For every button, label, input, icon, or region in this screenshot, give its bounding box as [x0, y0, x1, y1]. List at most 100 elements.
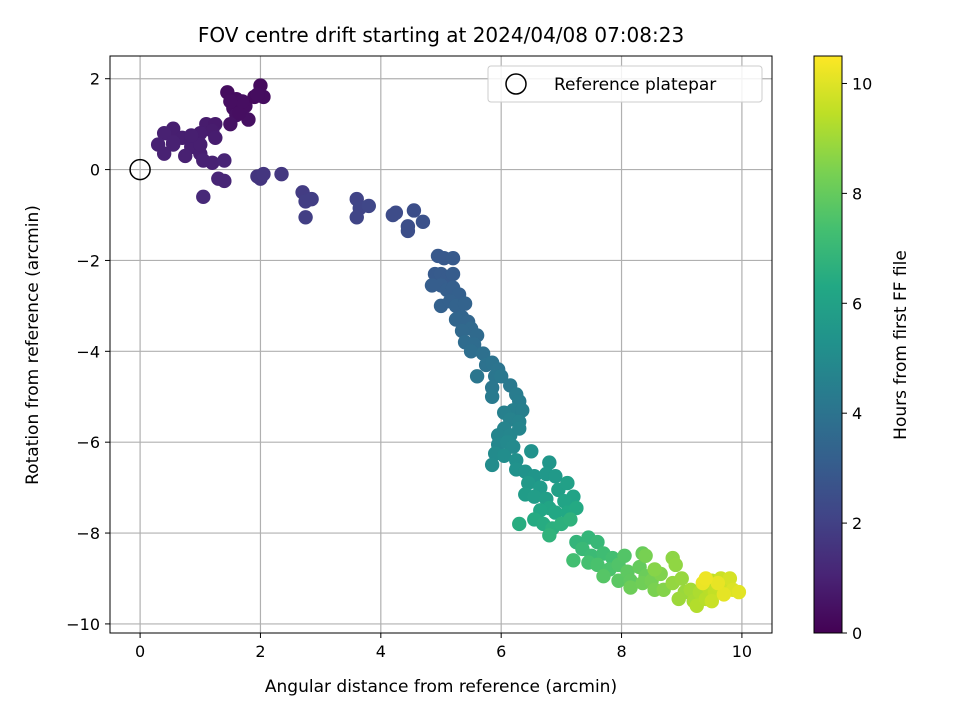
data-point [596, 569, 611, 584]
data-point [590, 534, 605, 550]
data-point [674, 571, 689, 586]
legend-reference-marker [505, 73, 527, 95]
data-point [617, 548, 632, 563]
data-point [223, 116, 238, 132]
data-point [560, 475, 575, 491]
legend-label: Reference platepar [554, 75, 716, 95]
y-tick-label: −6 [76, 433, 100, 452]
data-point [250, 87, 265, 102]
chart-title: FOV centre drift starting at 2024/04/08 … [198, 23, 684, 47]
scatter-points [150, 78, 747, 613]
data-point [484, 457, 500, 473]
colorbar-ticks: 0 2 4 6 8 10 [842, 74, 872, 643]
y-tick-label: −8 [76, 524, 100, 543]
y-tick-label: −4 [76, 342, 100, 361]
data-point [274, 166, 289, 182]
legend: Reference platepar [487, 65, 763, 103]
data-point [527, 489, 542, 504]
data-point [475, 346, 491, 361]
data-point [638, 548, 653, 563]
reference-platepar-marker [129, 158, 151, 181]
y-tick-label: 2 [90, 70, 100, 89]
colorbar-tick-label: 8 [852, 184, 862, 203]
data-point [349, 210, 364, 225]
legend-box [487, 65, 763, 103]
data-point [361, 198, 376, 214]
data-point [548, 505, 563, 520]
data-point [388, 205, 404, 220]
data-point [165, 135, 181, 150]
x-tick-label: 6 [496, 642, 506, 661]
data-point [457, 296, 473, 311]
grid-lines [110, 56, 772, 633]
x-tick-label: 4 [376, 642, 386, 661]
data-point [208, 130, 223, 145]
x-tick-label: 0 [135, 642, 145, 661]
data-point [506, 439, 521, 454]
colorbar-tick-label: 0 [852, 624, 862, 643]
data-point [469, 369, 485, 384]
data-point [563, 512, 578, 527]
data-point [493, 369, 509, 384]
reference-layer [129, 158, 151, 181]
data-point [611, 573, 626, 588]
data-point [178, 148, 193, 164]
data-point [484, 389, 500, 404]
data-point [156, 126, 172, 141]
data-point [217, 153, 232, 168]
data-point [184, 128, 199, 143]
data-point [542, 528, 557, 543]
data-point [256, 166, 271, 182]
data-point [512, 421, 527, 436]
data-point [217, 173, 232, 189]
colorbar-gradient [813, 55, 843, 634]
colorbar-label: Hours from first FF file [891, 250, 911, 440]
data-point [524, 444, 539, 459]
data-point [548, 469, 563, 484]
data-point [193, 137, 208, 152]
data-point [521, 475, 536, 491]
data-point [463, 344, 479, 359]
x-axis-ticks: 0 2 4 6 8 10 [135, 633, 752, 661]
data-point [590, 557, 605, 573]
data-point [710, 575, 726, 591]
data-point [557, 494, 572, 509]
plot-area-frame [109, 55, 773, 634]
colorbar: 0 2 4 6 8 10 Hours from first FF file [813, 55, 911, 643]
data-point [235, 94, 250, 109]
data-point [454, 323, 470, 339]
y-tick-label: 0 [90, 161, 100, 180]
x-axis-title: Angular distance from reference (arcmin) [265, 677, 617, 697]
y-tick-label: −10 [66, 615, 100, 634]
x-tick-label: 2 [255, 642, 265, 661]
data-point [406, 203, 422, 218]
data-point [445, 250, 461, 266]
data-point [722, 571, 738, 586]
data-point [671, 591, 686, 607]
data-point [424, 278, 440, 293]
data-point [150, 137, 166, 152]
data-point [542, 455, 557, 470]
data-point [668, 557, 683, 573]
data-point [716, 587, 732, 602]
data-point [445, 266, 461, 282]
data-point [205, 155, 220, 170]
data-point [704, 593, 720, 609]
data-point [415, 214, 431, 230]
colorbar-tick-label: 6 [852, 294, 862, 313]
data-point [623, 580, 638, 595]
colorbar-tick-label: 10 [852, 74, 872, 93]
x-tick-label: 10 [732, 642, 752, 661]
data-point [569, 500, 584, 516]
data-point [304, 191, 319, 207]
data-point [298, 210, 313, 225]
y-axis-title: Rotation from reference (arcmin) [23, 205, 43, 485]
colorbar-tick-label: 2 [852, 514, 862, 533]
y-tick-label: −2 [76, 251, 100, 270]
data-point [232, 105, 247, 120]
data-point [566, 553, 581, 568]
data-point [448, 312, 464, 327]
data-point [515, 403, 530, 418]
data-point [223, 94, 238, 109]
